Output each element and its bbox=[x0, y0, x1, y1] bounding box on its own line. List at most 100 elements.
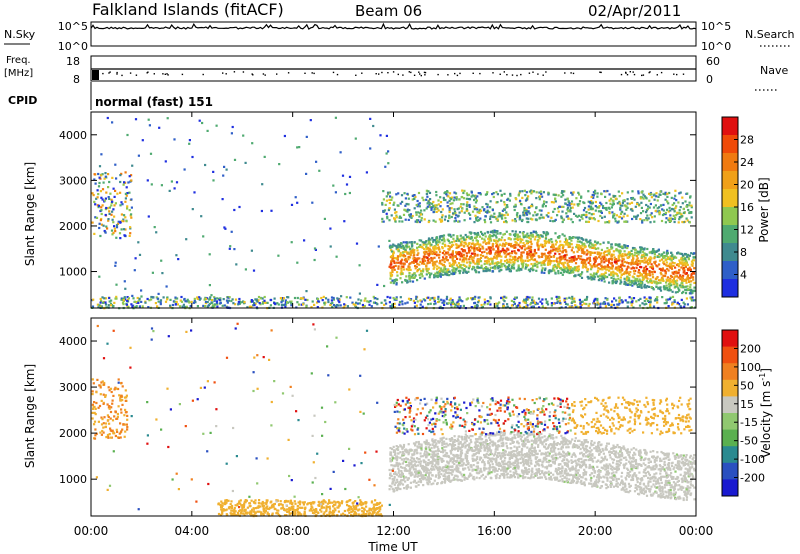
power-cell bbox=[169, 304, 172, 307]
velocity-cell bbox=[512, 464, 515, 467]
power-cell bbox=[425, 189, 428, 192]
power-cell bbox=[531, 235, 534, 238]
power-cell bbox=[617, 266, 620, 269]
power-cell bbox=[650, 212, 653, 215]
power-cell bbox=[191, 208, 194, 211]
power-cell bbox=[620, 281, 623, 284]
power-cell bbox=[515, 269, 518, 272]
power-cell bbox=[483, 298, 486, 301]
power-cell bbox=[514, 255, 517, 258]
power-cell bbox=[409, 213, 412, 216]
power-cell bbox=[410, 249, 413, 252]
power-cell bbox=[155, 296, 158, 299]
power-cell bbox=[539, 195, 542, 198]
power-cell bbox=[435, 243, 438, 246]
power-cell bbox=[588, 240, 591, 243]
power-cell bbox=[397, 267, 400, 270]
power-cell bbox=[471, 256, 474, 259]
power-cell bbox=[368, 303, 371, 306]
power-cell bbox=[311, 300, 314, 303]
power-cell bbox=[196, 297, 199, 300]
power-cell bbox=[537, 235, 540, 239]
power-cell bbox=[665, 284, 668, 287]
power-cell bbox=[654, 204, 657, 207]
power-cell bbox=[219, 301, 222, 304]
power-cell bbox=[578, 202, 581, 206]
power-cell bbox=[679, 274, 682, 277]
power-cell bbox=[107, 219, 110, 222]
power-cell bbox=[581, 261, 584, 264]
power-cell bbox=[433, 266, 436, 269]
power-cell bbox=[485, 267, 488, 270]
power-cell bbox=[545, 301, 548, 304]
power-cell bbox=[659, 287, 662, 291]
power-cell bbox=[596, 192, 599, 195]
power-cell bbox=[482, 267, 485, 270]
power-cell bbox=[458, 239, 461, 242]
power-cell bbox=[452, 199, 455, 202]
power-cell bbox=[673, 262, 676, 265]
nave-dot bbox=[397, 73, 399, 76]
colorbar-segment bbox=[722, 117, 738, 136]
power-cell bbox=[514, 220, 517, 223]
velocity-cell bbox=[394, 471, 397, 474]
power-cell bbox=[302, 303, 305, 306]
power-cell bbox=[550, 246, 553, 249]
power-cell bbox=[452, 212, 455, 215]
power-cell bbox=[587, 205, 590, 208]
power-cell bbox=[521, 238, 524, 241]
power-cell bbox=[430, 297, 433, 300]
power-cell bbox=[420, 239, 423, 242]
power-cell bbox=[338, 298, 341, 301]
power-cell bbox=[104, 297, 108, 300]
power-cell bbox=[423, 277, 426, 280]
power-cell bbox=[475, 217, 478, 220]
power-cell bbox=[589, 246, 592, 249]
power-cell bbox=[612, 277, 615, 280]
power-cell bbox=[116, 222, 120, 225]
power-cell bbox=[590, 276, 593, 279]
power-cell bbox=[467, 270, 470, 273]
power-cell bbox=[486, 300, 489, 303]
power-cell bbox=[552, 302, 555, 305]
power-cell bbox=[130, 179, 133, 182]
power-cell bbox=[527, 245, 530, 248]
power-cell bbox=[523, 306, 526, 309]
power-cell bbox=[562, 245, 565, 248]
site-title: Falkland Islands (fitACF) bbox=[92, 0, 284, 19]
power-cell bbox=[614, 195, 617, 198]
power-cell bbox=[563, 297, 566, 300]
power-cell bbox=[415, 297, 418, 300]
power-cell bbox=[617, 245, 620, 248]
power-cell bbox=[406, 208, 409, 211]
power-cell bbox=[504, 217, 507, 220]
power-cell bbox=[465, 205, 468, 208]
power-cell bbox=[479, 217, 482, 220]
velocity-cell bbox=[600, 466, 603, 469]
power-cell bbox=[669, 209, 672, 212]
power-cell bbox=[573, 300, 576, 303]
power-cell bbox=[425, 198, 428, 201]
power-cell bbox=[468, 205, 471, 208]
power-cell bbox=[503, 214, 506, 217]
power-cell bbox=[487, 241, 491, 245]
power-cell bbox=[437, 246, 440, 249]
power-cell bbox=[459, 255, 462, 258]
power-cell bbox=[643, 299, 646, 303]
power-cell bbox=[521, 190, 524, 193]
power-cell bbox=[425, 273, 428, 276]
power-cell bbox=[640, 286, 643, 289]
power-cell bbox=[485, 248, 488, 251]
power-cell bbox=[580, 214, 583, 217]
power-cell bbox=[617, 259, 620, 262]
power-cell bbox=[409, 253, 412, 257]
power-cell bbox=[382, 198, 385, 201]
nave-dot bbox=[262, 73, 265, 75]
power-cell bbox=[542, 202, 545, 205]
power-cell bbox=[682, 211, 685, 215]
power-cell bbox=[393, 260, 396, 263]
power-cell bbox=[630, 197, 633, 200]
power-cell bbox=[683, 269, 686, 273]
nave-dot bbox=[456, 74, 459, 77]
